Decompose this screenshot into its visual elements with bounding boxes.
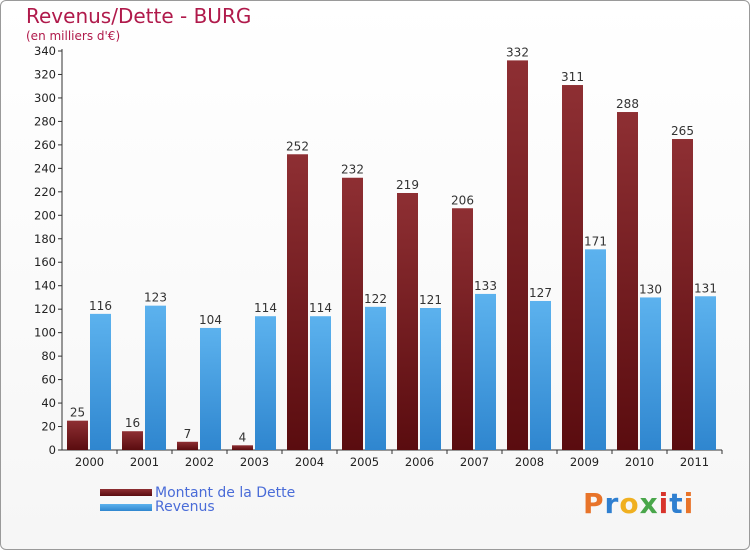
bar-debt (397, 192, 418, 450)
bar-debt (562, 85, 583, 451)
data-label: 123 (144, 291, 167, 305)
data-label: 121 (419, 293, 442, 307)
legend-swatch-revenus (100, 504, 152, 511)
data-label: 114 (309, 301, 332, 315)
logo-letter: i (658, 487, 670, 520)
data-label: 131 (694, 281, 717, 295)
bar-revenus (695, 296, 716, 450)
bar-debt (617, 112, 638, 450)
y-tick-label: 160 (34, 255, 56, 269)
logo-letter: r (604, 487, 620, 520)
y-tick-label: 200 (34, 208, 56, 222)
y-tick-label: 280 (34, 114, 56, 128)
bars (67, 60, 716, 451)
data-label: 171 (584, 234, 607, 248)
data-label: 206 (451, 193, 474, 207)
y-tick-label: 300 (34, 91, 56, 105)
data-label: 311 (561, 70, 584, 84)
data-label: 133 (474, 279, 497, 293)
y-tick-label: 180 (34, 232, 56, 246)
x-tick-label: 2001 (130, 455, 159, 469)
bar-debt (507, 60, 528, 450)
bar-debt (67, 420, 88, 450)
legend-label-debt: Montant de la Dette (155, 485, 296, 501)
bar-debt (342, 177, 363, 450)
logo-letter: o (619, 487, 640, 520)
bar-debt (287, 154, 308, 451)
y-tick-label: 220 (34, 185, 56, 199)
y-tick-label: 60 (41, 373, 56, 387)
x-tick-label: 2005 (350, 455, 379, 469)
bar-debt (452, 208, 473, 450)
data-label: 127 (529, 286, 552, 300)
chart-title: Revenus/Dette - BURG (26, 4, 252, 28)
data-label: 332 (506, 45, 529, 59)
bar-debt (672, 139, 693, 450)
bar-revenus (640, 297, 661, 450)
y-tick-label: 40 (41, 396, 56, 410)
bar-debt (122, 431, 143, 450)
axes: 0 20 40 60 80 100 120 140 160 180 200 220 240 260 280 3… (34, 44, 723, 469)
bar-debt (177, 441, 198, 450)
data-label: 116 (89, 299, 112, 313)
y-tick-label: 340 (34, 44, 56, 58)
data-label: 122 (364, 292, 387, 306)
data-label: 7 (184, 427, 192, 441)
x-tick-label: 2009 (570, 455, 599, 469)
data-label: 114 (254, 301, 277, 315)
bar-revenus (310, 316, 331, 450)
data-label: 219 (396, 178, 419, 192)
x-tick-label: 2006 (405, 455, 434, 469)
bar-revenus (255, 316, 276, 450)
y-tick-label: 100 (34, 326, 56, 340)
chart-subtitle: (en milliers d'€) (26, 29, 121, 43)
y-tick-label: 320 (34, 67, 56, 81)
data-label: 232 (341, 163, 364, 177)
proxiti-logo: Proxiti (583, 487, 694, 520)
y-tick-label: 0 (49, 443, 56, 457)
x-tick-label: 2000 (75, 455, 104, 469)
y-tick-label: 80 (41, 349, 56, 363)
bar-revenus (90, 313, 111, 450)
x-tick-label: 2007 (460, 455, 489, 469)
data-label: 16 (125, 416, 140, 430)
bar-debt (232, 445, 253, 450)
y-tick-label: 140 (34, 279, 56, 293)
x-tick-label: 2008 (515, 455, 544, 469)
logo-letter: x (639, 487, 659, 520)
logo-letter: P (583, 487, 605, 520)
y-tick-label: 240 (34, 161, 56, 175)
bar-revenus (585, 249, 606, 450)
data-label: 252 (286, 139, 309, 153)
x-tick-label: 2004 (295, 455, 324, 469)
bar-revenus (145, 305, 166, 450)
data-label: 4 (239, 430, 247, 444)
data-label: 104 (199, 313, 222, 327)
data-label: 130 (639, 282, 662, 296)
x-tick-label: 2010 (625, 455, 654, 469)
bar-revenus (365, 306, 386, 450)
bar-revenus (200, 327, 221, 450)
bar-revenus (530, 300, 551, 450)
legend-label-revenus: Revenus (155, 499, 215, 515)
bar-revenus (475, 293, 496, 450)
legend-swatch-debt (100, 489, 152, 496)
logo-letter: i (683, 487, 695, 520)
y-tick-label: 20 (41, 420, 56, 434)
y-tick-label: 260 (34, 138, 56, 152)
logo-letter: t (669, 487, 684, 520)
x-tick-label: 2002 (185, 455, 214, 469)
bar-revenus (420, 308, 441, 450)
data-label: 25 (70, 406, 85, 420)
x-tick-label: 2011 (680, 455, 709, 469)
x-tick-label: 2003 (240, 455, 269, 469)
data-label: 265 (671, 124, 694, 138)
data-label: 288 (616, 97, 639, 111)
data-labels: 25 116 16 123 7 104 4 114 252 114 232 122 219 121 206 1… (70, 45, 717, 444)
y-tick-label: 120 (34, 302, 56, 316)
